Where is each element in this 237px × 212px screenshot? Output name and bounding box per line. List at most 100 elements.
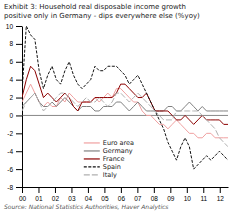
legend-label: Spain [103,163,121,171]
title-line: Exhibit 3: Household real disposable inc… [4,3,186,11]
x-tick-label: 04 [85,195,93,202]
y-tick: 0 [9,112,22,119]
x-tick: 12 [217,187,225,202]
x-tick-mark [154,187,155,193]
legend-swatch [84,158,100,159]
y-tick: 2 [9,94,22,101]
x-tick-label: 09 [167,195,175,202]
x-tick-mark [220,187,221,193]
y-tick-mark [16,26,22,27]
legend-swatch [84,142,100,143]
x-tick: 01 [35,187,43,202]
y-axis-line [22,27,23,188]
y-tick-mark [16,187,22,188]
y-tick-label: 6 [9,58,13,65]
x-tick: 00 [19,187,27,202]
y-tick: 10 [6,23,22,30]
x-tick: 03 [68,187,76,202]
x-tick: 02 [52,187,60,202]
legend-item: France [84,155,125,163]
chart: Exhibit 3: Household real disposable inc… [0,0,237,212]
legend-item: Italy [84,171,117,179]
y-tick-mark [16,133,22,134]
x-tick: 04 [85,187,93,202]
y-tick: -2 [7,130,22,137]
x-tick-mark [170,187,171,193]
x-tick-mark [187,187,188,193]
x-tick-label: 12 [217,195,225,202]
y-tick-mark [16,62,22,63]
source: Source: National Statistics Authorities,… [4,203,168,211]
legend: Euro areaGermanyFranceSpainItaly [84,139,134,179]
y-tick-mark [16,115,22,116]
x-tick-mark [88,187,89,193]
y-axis: -8 -6 -4 -2 0 2 4 6 8 10 [6,23,23,191]
x-tick-label: 02 [52,195,60,202]
y-tick-mark [16,98,22,99]
y-tick: -4 [7,148,22,155]
legend-swatch [84,150,100,151]
series-line [22,93,228,147]
y-tick-mark [16,169,22,170]
x-tick-mark [121,187,122,193]
x-tick-mark [203,187,204,193]
x-tick-label: 11 [200,195,207,202]
x-tick: 11 [200,187,207,202]
x-tick-label: 00 [19,195,27,202]
series-line [22,93,228,111]
y-tick-label: 0 [9,112,13,119]
y-tick-mark [16,151,22,152]
zero-line [22,115,228,116]
x-tick: 08 [151,187,159,202]
y-tick-label: 10 [6,23,14,30]
series-line [22,26,228,169]
y-tick-label: -4 [7,148,13,155]
x-tick-mark [22,187,23,193]
legend-item: Euro area [84,139,134,147]
x-axis-line [23,187,229,188]
x-tick-label: 01 [35,195,43,202]
legend-label: Euro area [103,139,134,147]
series-line [22,66,228,124]
y-tick-label: -2 [7,130,13,137]
legend-item: Germany [84,147,133,155]
legend-label: Italy [103,171,117,179]
x-tick-mark [137,187,138,193]
y-tick-label: -8 [7,184,13,191]
x-tick: 09 [167,187,175,202]
x-axis: 00 01 02 03 04 05 06 07 08 09 10 11 12 [19,187,229,202]
x-tick-label: 05 [101,195,109,202]
x-tick-mark [55,187,56,193]
x-tick: 10 [184,187,192,202]
y-tick: 8 [9,40,22,47]
y-tick-label: 8 [9,40,13,47]
x-tick: 06 [118,187,126,202]
legend-label: Germany [103,147,133,155]
y-tick-label: 2 [9,94,13,101]
x-tick-label: 07 [134,195,142,202]
x-tick: 07 [134,187,142,202]
y-tick: -8 [7,184,22,191]
x-tick-label: 08 [151,195,159,202]
x-tick: 05 [101,187,109,202]
y-tick: -6 [7,166,22,173]
legend-swatch [84,166,100,167]
y-tick-mark [16,44,22,45]
x-tick-mark [71,187,72,193]
legend-label: France [103,155,125,163]
plot: -8-6-4-202468100001020304050607080910111… [6,23,229,202]
x-tick-mark [38,187,39,193]
x-tick-label: 06 [118,195,126,202]
y-tick: 4 [9,76,22,83]
y-tick: 6 [9,58,22,65]
x-tick-label: 10 [184,195,192,202]
lines [22,26,228,169]
legend-swatch [84,174,100,175]
x-tick-mark [104,187,105,193]
y-tick-mark [16,80,22,81]
y-tick-label: 4 [9,76,13,83]
title-line: positive only in Germany - dips everywhe… [4,12,200,20]
y-tick-label: -6 [7,166,13,173]
x-tick-label: 03 [68,195,76,202]
legend-item: Spain [84,163,121,171]
